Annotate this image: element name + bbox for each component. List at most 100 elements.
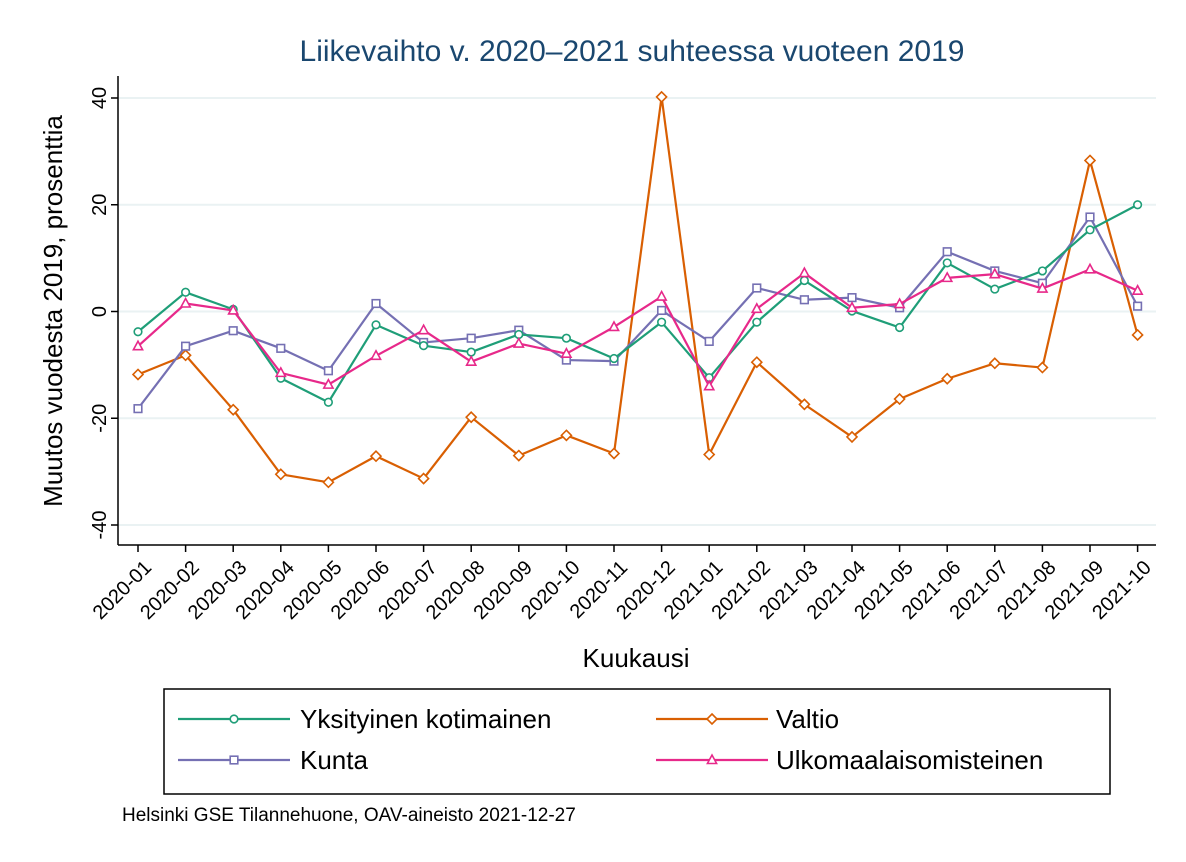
- data-point: [417, 472, 430, 485]
- data-point: [703, 379, 716, 391]
- data-point: [1036, 361, 1049, 374]
- data-point: [465, 354, 478, 366]
- data-point: [466, 333, 476, 343]
- legend-swatch-marker: [705, 712, 719, 726]
- data-point: [371, 298, 381, 309]
- data-point: [323, 366, 334, 376]
- chart-title: Liikevaihto v. 2020–2021 suhteessa vuote…: [300, 35, 965, 68]
- source-note: Helsinki GSE Tilannehuone, OAV-aineisto …: [122, 805, 576, 826]
- data-point: [560, 429, 573, 442]
- series-line: [137, 215, 1139, 410]
- y-tick-label: 0: [89, 306, 111, 317]
- data-point: [131, 368, 145, 381]
- data-point: [274, 366, 287, 378]
- data-point: [466, 347, 476, 357]
- data-point: [752, 283, 762, 293]
- data-point: [750, 302, 763, 314]
- data-point: [609, 353, 619, 364]
- legend-swatch-marker: [229, 755, 239, 765]
- data-point: [941, 271, 954, 283]
- data-point: [893, 297, 906, 309]
- y-tick-label: 20: [89, 194, 111, 216]
- data-point: [276, 343, 286, 353]
- data-point: [798, 398, 811, 411]
- axes: -40-20020402020-012020-022020-032020-042…: [89, 76, 1156, 624]
- data-point: [228, 326, 238, 336]
- data-point: [704, 336, 714, 346]
- data-point: [371, 320, 381, 330]
- data-point: [1036, 281, 1049, 293]
- legend-label: Yksityinen kotimainen: [300, 704, 551, 734]
- data-point: [750, 356, 763, 369]
- data-point: [988, 267, 1001, 279]
- data-point: [1085, 212, 1095, 222]
- data-point: [799, 275, 810, 286]
- data-point: [465, 411, 478, 424]
- data-point: [370, 349, 382, 361]
- data-point: [941, 372, 954, 385]
- data-point: [1085, 225, 1095, 235]
- data-point: [419, 341, 429, 351]
- data-point: [655, 90, 668, 104]
- data-point: [845, 430, 859, 444]
- data-point: [847, 293, 857, 303]
- data-point: [561, 333, 572, 343]
- data-point: [322, 377, 335, 389]
- data-point: [752, 317, 762, 327]
- legend-item: Valtio: [656, 704, 839, 734]
- data-point: [894, 322, 905, 333]
- data-point: [181, 287, 191, 297]
- series-valtio: [131, 90, 1144, 489]
- series-line: [137, 203, 1139, 404]
- data-point: [179, 296, 192, 308]
- data-point: [133, 327, 143, 337]
- data-point: [942, 247, 952, 257]
- legend-label: Ulkomaalaisomisteinen: [776, 745, 1043, 775]
- data-point: [608, 320, 620, 332]
- data-point: [512, 449, 525, 462]
- data-point: [227, 403, 240, 416]
- data-point: [1083, 154, 1097, 167]
- data-point: [798, 266, 811, 278]
- data-point: [942, 258, 952, 268]
- legend-item: Kunta: [178, 745, 368, 775]
- series-ulkomaalaisomisteinen: [132, 262, 1144, 391]
- y-tick-label: -40: [89, 511, 111, 540]
- legend-swatch-marker: [706, 753, 718, 765]
- legend-label: Valtio: [776, 704, 839, 734]
- data-point: [1131, 284, 1144, 295]
- data-point: [227, 303, 240, 315]
- data-point: [1133, 301, 1143, 311]
- legend-swatch-marker: [229, 714, 239, 724]
- x-axis-title: Kuukausi: [583, 643, 690, 673]
- data-point: [799, 295, 809, 305]
- data-point: [179, 349, 192, 362]
- data-point: [990, 284, 1000, 294]
- data-point: [181, 341, 191, 351]
- data-point: [417, 323, 430, 335]
- data-point: [846, 301, 858, 313]
- legend-item: Yksityinen kotimainen: [178, 704, 551, 734]
- data-point: [132, 339, 144, 351]
- data-point: [560, 346, 573, 358]
- y-tick-label: 40: [89, 87, 111, 109]
- legend: Yksityinen kotimainen Valtio Kunta Ulkomaal…: [163, 688, 1111, 795]
- data-point: [988, 357, 1001, 370]
- series-line: [137, 268, 1139, 388]
- data-point: [133, 404, 143, 414]
- data-point: [656, 317, 667, 327]
- legend-label: Kunta: [300, 745, 368, 775]
- data-point: [512, 336, 525, 348]
- series-group: [131, 90, 1144, 489]
- data-point: [323, 397, 334, 407]
- data-point: [607, 447, 621, 460]
- data-point: [1037, 266, 1047, 276]
- legend-box: [163, 688, 1111, 795]
- data-point: [703, 448, 716, 461]
- data-point: [893, 392, 906, 406]
- y-axis-title: Muutos vuodesta 2019, prosenttia: [38, 115, 68, 507]
- data-point: [322, 476, 335, 489]
- data-point: [1132, 200, 1143, 210]
- legend-item: Ulkomaalaisomisteinen: [656, 745, 1043, 775]
